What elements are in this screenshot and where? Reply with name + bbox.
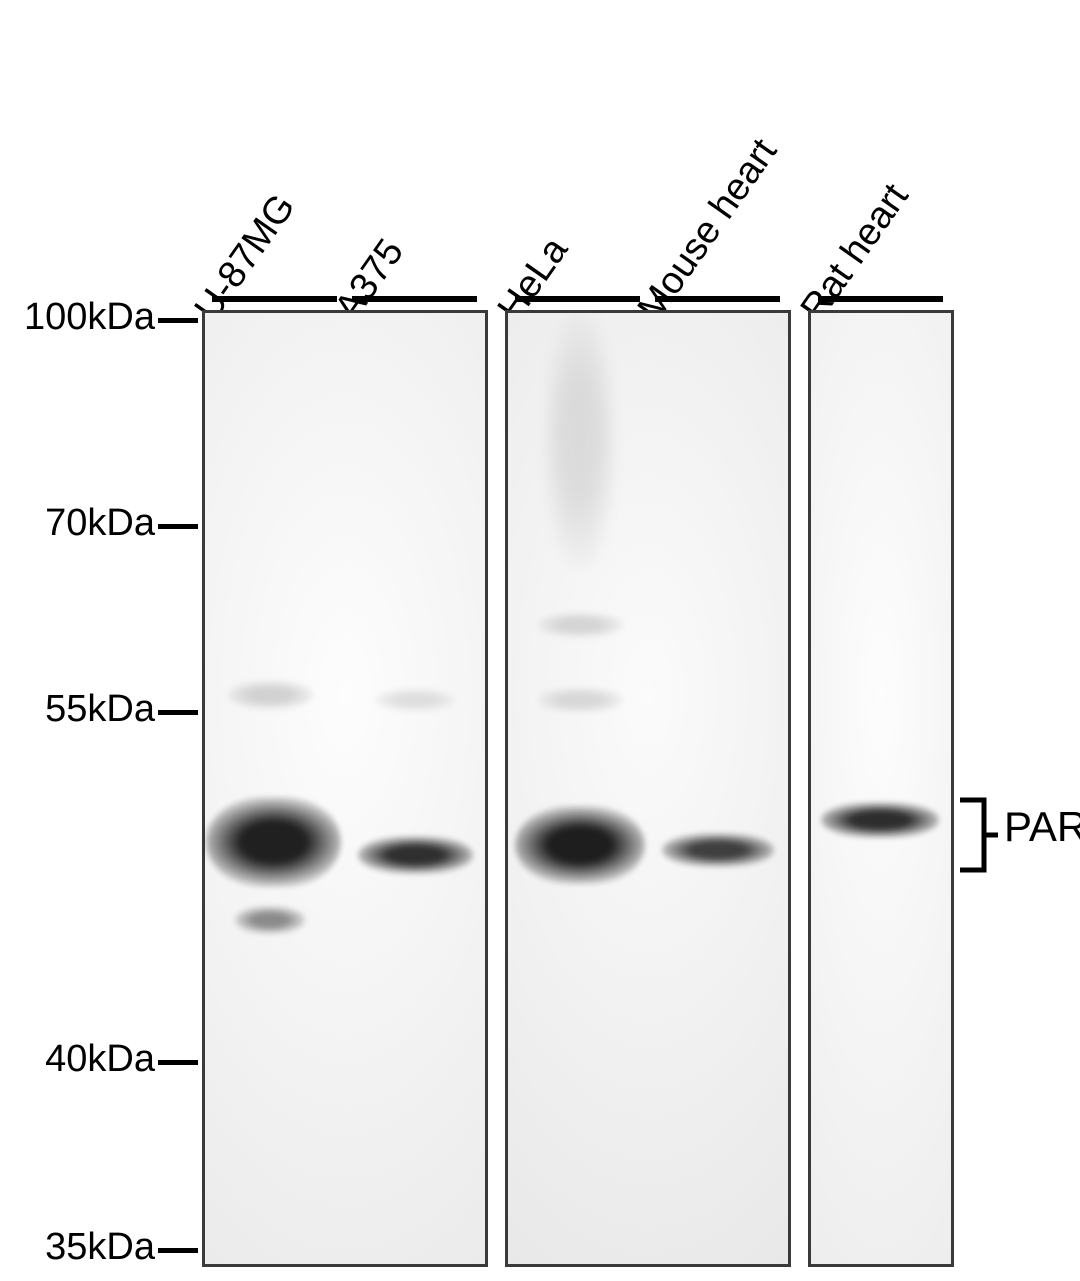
mw-tick — [158, 710, 198, 715]
blot-band — [358, 836, 473, 874]
mw-tick — [158, 524, 198, 529]
strip-1 — [202, 310, 488, 1267]
blot-band — [545, 310, 615, 570]
blot-band — [821, 802, 939, 838]
lane-label: U-87MG — [187, 187, 305, 329]
mw-label: 40kDa — [5, 1038, 155, 1081]
mw-tick — [158, 318, 198, 323]
mw-label: 35kDa — [5, 1226, 155, 1269]
blot-band — [538, 687, 623, 713]
mw-tick — [158, 1248, 198, 1253]
blot-band — [515, 806, 645, 884]
western-blot-figure: 100kDa70kDa55kDa40kDa35kDa U-87MGA375HeL… — [0, 0, 1080, 1281]
blot-band — [538, 612, 623, 638]
mw-label: 100kDa — [5, 296, 155, 339]
blot-band — [235, 906, 305, 934]
lane-label: Rat heart — [793, 176, 918, 329]
mw-tick — [158, 1060, 198, 1065]
blot-band — [662, 833, 774, 867]
mw-label: 70kDa — [5, 502, 155, 545]
mw-label: 55kDa — [5, 688, 155, 731]
blot-band — [228, 680, 313, 710]
target-label: PARVB — [1004, 803, 1080, 851]
blot-band — [206, 797, 341, 887]
blot-band — [375, 688, 455, 712]
strip-3 — [808, 310, 954, 1267]
